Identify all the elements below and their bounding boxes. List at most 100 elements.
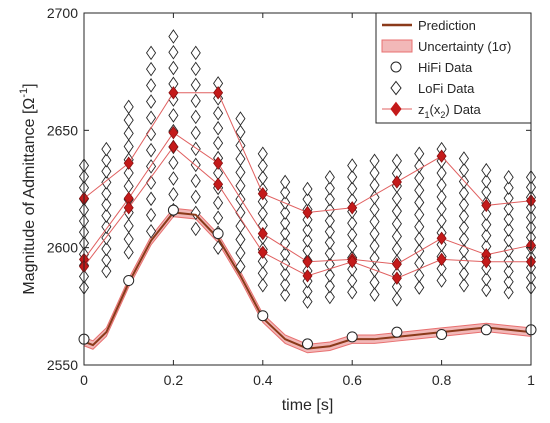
lofi-point <box>280 277 291 292</box>
lofi-point <box>481 282 492 298</box>
lofi-point <box>414 158 425 174</box>
lofi-point <box>347 169 358 185</box>
legend-label-z-end: ) Data <box>445 102 481 117</box>
lofi-point <box>414 146 425 162</box>
lofi-point <box>280 205 291 220</box>
lofi-point <box>369 275 380 290</box>
lofi-point <box>146 45 157 61</box>
lofi-point <box>458 277 469 293</box>
legend-uncertainty-symbol <box>381 39 413 53</box>
y-axis-label-end: ] <box>21 83 38 87</box>
lofi-point <box>503 284 514 300</box>
lofi-point <box>369 214 380 229</box>
lofi-point <box>123 126 134 141</box>
x-tick-label: 0.6 <box>342 372 362 388</box>
lofi-point <box>458 151 469 166</box>
z-data-point <box>436 252 447 267</box>
lofi-point <box>324 246 335 261</box>
lofi-point <box>190 141 201 157</box>
lofi-point <box>190 189 201 205</box>
y-tick-label: 2650 <box>47 122 78 138</box>
lofi-point <box>414 219 425 235</box>
legend: Prediction Uncertainty (1σ) HiFi Data Lo… <box>375 12 532 124</box>
lofi-point <box>235 124 246 140</box>
lofi-point <box>235 151 246 167</box>
y-tick-label: 2700 <box>47 5 78 21</box>
lofi-point <box>481 217 492 232</box>
lofi-point <box>369 202 380 217</box>
prediction-line <box>83 211 532 350</box>
z-data-point <box>391 175 402 189</box>
lofi-point <box>101 252 112 268</box>
lofi-point <box>146 223 157 239</box>
lofi-point <box>302 212 313 228</box>
z-data-point <box>302 269 313 283</box>
lofi-point <box>190 173 201 189</box>
lofi-point <box>369 153 380 169</box>
lofi-point <box>190 45 201 61</box>
lofi-point <box>302 222 313 238</box>
lofi-point <box>391 153 402 169</box>
z-data-point <box>257 187 268 201</box>
lofi-point <box>235 232 246 247</box>
hifi-point <box>391 326 403 338</box>
lofi-point <box>414 195 425 210</box>
uncertainty-band-layer <box>83 207 532 354</box>
z-data-point <box>213 177 224 191</box>
lofi-point <box>213 240 224 255</box>
lofi-point <box>391 216 402 232</box>
legend-label-z-mid: (x <box>430 102 441 117</box>
lofi-point <box>146 110 157 126</box>
hifi-point <box>167 204 179 216</box>
lofi-point <box>324 180 335 196</box>
lofi-point <box>369 177 380 193</box>
z-data-point <box>481 255 492 269</box>
hifi-point <box>123 275 135 287</box>
lofi-point <box>280 174 291 190</box>
lofi-point <box>369 226 380 242</box>
lofi-point <box>414 231 425 247</box>
lofi-point <box>503 232 514 248</box>
lofi-point <box>213 135 224 151</box>
hifi-point <box>257 310 269 322</box>
legend-label-hifi: HiFi Data <box>418 60 473 75</box>
x-tick-label: 0.8 <box>432 372 452 388</box>
lofi-point <box>324 267 335 283</box>
y-axis-label-main: Magnitude of Admittance [Ω <box>21 98 38 295</box>
lofi-point <box>190 109 201 125</box>
lofi-point <box>168 29 179 44</box>
lofi-point <box>302 294 313 309</box>
lofi-point <box>168 155 179 171</box>
lofi-point <box>347 215 358 231</box>
lofi-point <box>257 158 268 174</box>
legend-label-lofi: LoFi Data <box>418 81 475 96</box>
lofi-point <box>324 235 335 250</box>
lofi-point <box>302 181 313 197</box>
lofi-point <box>235 165 246 180</box>
lofi-point <box>257 254 268 269</box>
lofi-point <box>302 232 313 248</box>
lofi-point <box>503 264 514 279</box>
z-data-point <box>168 126 179 140</box>
lofi-point <box>190 77 201 93</box>
hifi-point <box>346 331 358 343</box>
lofi-point <box>458 220 469 235</box>
lofi-point <box>280 195 291 210</box>
lofi-point <box>347 181 358 196</box>
lofi-point <box>458 231 469 247</box>
lofi-point <box>146 94 157 109</box>
lofi-point <box>481 271 492 287</box>
lofi-point <box>458 197 469 212</box>
lofi-point <box>481 206 492 222</box>
y-tick-label: 2600 <box>47 240 78 256</box>
lofi-point <box>213 210 224 226</box>
lofi-point <box>123 99 134 115</box>
lofi-point <box>280 287 291 302</box>
lofi-point <box>257 206 268 221</box>
z-data-point <box>302 255 313 269</box>
lofi-point <box>146 126 157 142</box>
lofi-point <box>101 197 112 212</box>
lofi-point <box>190 93 201 109</box>
z-data-point <box>168 140 179 154</box>
